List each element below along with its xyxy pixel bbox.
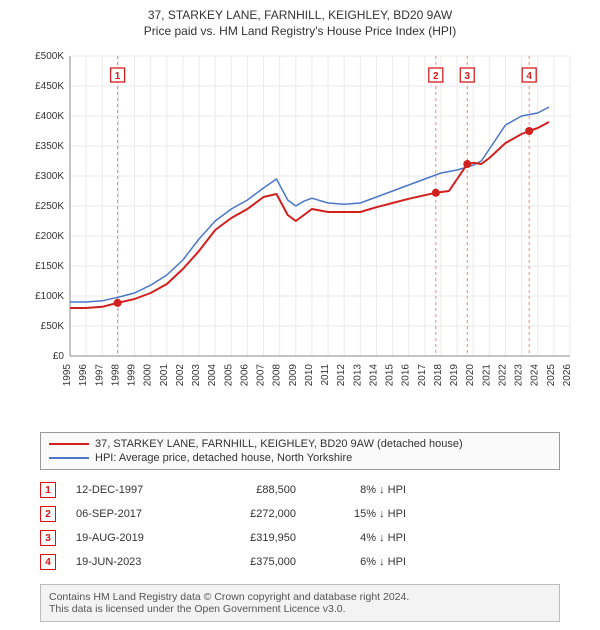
transaction-marker: 4 xyxy=(40,554,56,570)
transaction-row: 1 12-DEC-1997 £88,500 8% ↓ HPI xyxy=(40,478,560,502)
svg-text:2008: 2008 xyxy=(272,364,283,387)
legend-label: 37, STARKEY LANE, FARNHILL, KEIGHLEY, BD… xyxy=(95,438,463,450)
svg-text:2006: 2006 xyxy=(239,364,250,387)
svg-text:2004: 2004 xyxy=(207,364,218,387)
svg-text:£500K: £500K xyxy=(35,51,64,62)
transaction-vs-hpi: 4% ↓ HPI xyxy=(316,532,406,544)
svg-text:£300K: £300K xyxy=(35,171,64,182)
svg-text:2: 2 xyxy=(433,71,439,82)
transaction-date: 19-AUG-2019 xyxy=(76,532,186,544)
svg-text:1997: 1997 xyxy=(94,364,105,387)
price-chart: £0 £50K £100K £150K £200K £250K £300K £350K £400… xyxy=(20,46,580,426)
svg-text:1995: 1995 xyxy=(62,364,73,387)
transactions-table: 1 12-DEC-1997 £88,500 8% ↓ HPI 2 06-SEP-2017 £… xyxy=(40,478,560,574)
transaction-row: 2 06-SEP-2017 £272,000 15% ↓ HPI xyxy=(40,502,560,526)
legend-swatch xyxy=(49,443,89,445)
svg-text:2026: 2026 xyxy=(562,364,573,387)
svg-text:2024: 2024 xyxy=(530,364,541,387)
svg-text:2009: 2009 xyxy=(288,364,299,387)
svg-text:1: 1 xyxy=(115,71,121,82)
svg-text:2002: 2002 xyxy=(175,364,186,387)
chart-title: 37, STARKEY LANE, FARNHILL, KEIGHLEY, BD… xyxy=(8,8,592,22)
svg-text:2015: 2015 xyxy=(385,364,396,387)
transaction-vs-hpi: 8% ↓ HPI xyxy=(316,484,406,496)
transaction-marker: 2 xyxy=(40,506,56,522)
svg-text:2013: 2013 xyxy=(352,364,363,387)
svg-text:2000: 2000 xyxy=(143,364,154,387)
data-attribution: Contains HM Land Registry data © Crown c… xyxy=(40,584,560,622)
svg-text:£0: £0 xyxy=(53,351,65,362)
svg-text:2001: 2001 xyxy=(159,364,170,387)
legend-item: HPI: Average price, detached house, Nort… xyxy=(49,451,551,465)
svg-text:3: 3 xyxy=(464,71,470,82)
transaction-date: 12-DEC-1997 xyxy=(76,484,186,496)
transaction-marker: 1 xyxy=(40,482,56,498)
svg-text:2003: 2003 xyxy=(191,364,202,387)
svg-text:2020: 2020 xyxy=(465,364,476,387)
svg-text:2021: 2021 xyxy=(481,364,492,387)
svg-text:£450K: £450K xyxy=(35,81,64,92)
legend-swatch xyxy=(49,457,89,459)
svg-text:2025: 2025 xyxy=(546,364,557,387)
transaction-price: £319,950 xyxy=(206,532,296,544)
svg-text:£200K: £200K xyxy=(35,231,64,242)
svg-text:2022: 2022 xyxy=(497,364,508,387)
transaction-row: 4 19-JUN-2023 £375,000 6% ↓ HPI xyxy=(40,550,560,574)
transaction-price: £88,500 xyxy=(206,484,296,496)
transaction-vs-hpi: 15% ↓ HPI xyxy=(316,508,406,520)
svg-text:2005: 2005 xyxy=(223,364,234,387)
svg-text:2011: 2011 xyxy=(320,364,331,386)
svg-text:2016: 2016 xyxy=(401,364,412,387)
transaction-vs-hpi: 6% ↓ HPI xyxy=(316,556,406,568)
svg-text:2012: 2012 xyxy=(336,364,347,387)
legend-label: HPI: Average price, detached house, Nort… xyxy=(95,452,352,464)
transaction-price: £272,000 xyxy=(206,508,296,520)
transaction-date: 19-JUN-2023 xyxy=(76,556,186,568)
svg-text:2007: 2007 xyxy=(256,364,267,387)
svg-text:£250K: £250K xyxy=(35,201,64,212)
svg-text:2019: 2019 xyxy=(449,364,460,387)
svg-text:£150K: £150K xyxy=(35,261,64,272)
svg-text:2014: 2014 xyxy=(368,364,379,387)
svg-text:£400K: £400K xyxy=(35,111,64,122)
svg-text:1998: 1998 xyxy=(110,364,121,387)
legend: 37, STARKEY LANE, FARNHILL, KEIGHLEY, BD… xyxy=(40,432,560,470)
svg-text:£350K: £350K xyxy=(35,141,64,152)
svg-text:4: 4 xyxy=(526,71,532,82)
transaction-marker: 3 xyxy=(40,530,56,546)
svg-text:£50K: £50K xyxy=(41,321,65,332)
chart-subtitle: Price paid vs. HM Land Registry's House … xyxy=(8,24,592,38)
svg-text:£100K: £100K xyxy=(35,291,64,302)
svg-text:2017: 2017 xyxy=(417,364,428,387)
svg-text:2018: 2018 xyxy=(433,364,444,387)
chart-svg: £0 £50K £100K £150K £200K £250K £300K £350K £400… xyxy=(20,46,580,426)
svg-text:2023: 2023 xyxy=(514,364,525,387)
svg-text:1996: 1996 xyxy=(78,364,89,387)
svg-text:1999: 1999 xyxy=(127,364,138,387)
svg-text:2010: 2010 xyxy=(304,364,315,387)
transaction-price: £375,000 xyxy=(206,556,296,568)
transaction-row: 3 19-AUG-2019 £319,950 4% ↓ HPI xyxy=(40,526,560,550)
footer-line-1: Contains HM Land Registry data © Crown c… xyxy=(49,591,551,603)
footer-line-2: This data is licensed under the Open Gov… xyxy=(49,603,551,615)
legend-item: 37, STARKEY LANE, FARNHILL, KEIGHLEY, BD… xyxy=(49,437,551,451)
transaction-date: 06-SEP-2017 xyxy=(76,508,186,520)
